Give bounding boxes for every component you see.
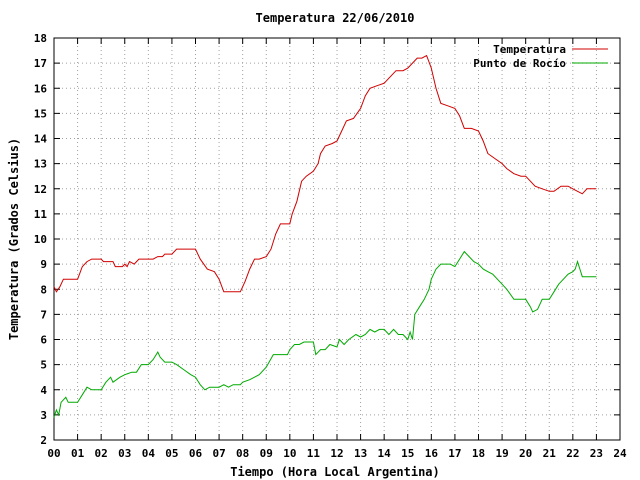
legend-label-1: Punto de Rocío bbox=[473, 57, 566, 70]
series-line-0 bbox=[53, 54, 597, 293]
y-tick-label: 18 bbox=[34, 32, 47, 45]
x-tick-label: 18 bbox=[472, 447, 485, 460]
y-tick-label: 10 bbox=[34, 233, 47, 246]
x-tick-label: 08 bbox=[236, 447, 249, 460]
y-tick-label: 8 bbox=[40, 283, 47, 296]
x-tick-label: 12 bbox=[330, 447, 343, 460]
x-tick-label: 15 bbox=[401, 447, 414, 460]
y-tick-label: 16 bbox=[34, 82, 48, 95]
x-tick-label: 21 bbox=[543, 447, 557, 460]
x-tick-label: 13 bbox=[354, 447, 367, 460]
y-tick-label: 14 bbox=[34, 133, 48, 146]
y-tick-label: 9 bbox=[40, 258, 47, 271]
series-lines bbox=[53, 54, 597, 418]
y-tick-label: 6 bbox=[40, 334, 47, 347]
y-axis-label: Temperatura (Grados Celsius) bbox=[7, 138, 21, 340]
series-line-1 bbox=[53, 250, 597, 418]
x-tick-label: 17 bbox=[448, 447, 461, 460]
x-tick-label: 05 bbox=[165, 447, 178, 460]
x-tick-label: 03 bbox=[118, 447, 131, 460]
x-tick-label: 01 bbox=[71, 447, 85, 460]
x-tick-label: 16 bbox=[425, 447, 439, 460]
x-tick-label: 11 bbox=[307, 447, 321, 460]
x-tick-label: 22 bbox=[566, 447, 579, 460]
y-tick-label: 2 bbox=[40, 434, 47, 447]
x-tick-label: 00 bbox=[47, 447, 60, 460]
y-tick-label: 3 bbox=[40, 409, 47, 422]
x-tick-label: 06 bbox=[189, 447, 203, 460]
x-tick-label: 23 bbox=[590, 447, 603, 460]
x-tick-label: 09 bbox=[260, 447, 273, 460]
y-tick-label: 11 bbox=[34, 208, 48, 221]
x-tick-label: 19 bbox=[495, 447, 508, 460]
y-tick-label: 12 bbox=[34, 183, 47, 196]
y-tick-label: 5 bbox=[40, 359, 47, 372]
x-tick-label: 14 bbox=[378, 447, 392, 460]
grid bbox=[54, 38, 620, 440]
x-tick-label: 24 bbox=[613, 447, 627, 460]
y-tick-label: 15 bbox=[34, 107, 47, 120]
x-tick-label: 04 bbox=[142, 447, 156, 460]
y-tick-label: 4 bbox=[40, 384, 47, 397]
x-tick-label: 10 bbox=[283, 447, 296, 460]
x-tick-label: 20 bbox=[519, 447, 532, 460]
y-tick-label: 17 bbox=[34, 57, 47, 70]
legend-label-0: Temperatura bbox=[493, 43, 566, 56]
y-tick-label: 7 bbox=[40, 308, 47, 321]
x-tick-label: 02 bbox=[95, 447, 108, 460]
x-axis-label: Tiempo (Hora Local Argentina) bbox=[230, 465, 440, 479]
y-tick-label: 13 bbox=[34, 158, 47, 171]
chart-title: Temperatura 22/06/2010 bbox=[256, 11, 415, 25]
x-tick-label: 07 bbox=[212, 447, 225, 460]
